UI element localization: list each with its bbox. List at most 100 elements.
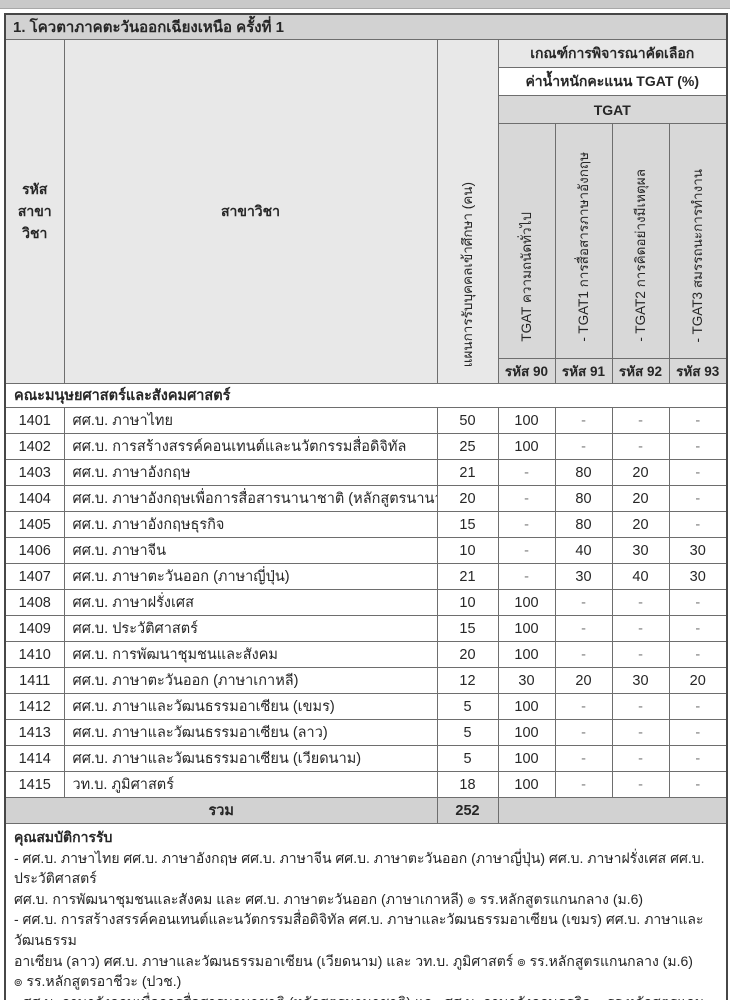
tgat90-cell: 100 [497,407,556,434]
tgat93-cell: - [668,771,728,798]
plan-cell: 25 [436,433,499,460]
total-empty-cell [497,797,728,824]
tgat90-cell: 100 [497,433,556,460]
program-name-cell: ศศ.บ. ภาษาและวัฒนธรรมอาเซียน (เขมร) [63,693,438,720]
header-row-rotated: TGAT ความถนัดทั่วไป - TGAT1 การสื่อสารภา… [5,123,728,359]
header-row-1: รหัส สาขาวิชา สาขาวิชา แผนการรับบุคคลเข้… [4,39,728,384]
total-label: รวม [4,797,438,824]
table-row: 1402 ศศ.บ. การสร้างสรรค์คอนเทนต์และนวัตก… [4,433,728,460]
program-code-cell: 1415 [4,771,65,798]
plan-cell: 15 [436,511,499,538]
col-header-plan-label: แผนการรับบุคคลเข้าศึกษา (คน) [459,181,475,367]
total-plan-value: 252 [436,797,499,824]
col-header-plan: แผนการรับบุคคลเข้าศึกษา (คน) [436,39,499,384]
program-name-cell: ศศ.บ. ภาษาอังกฤษเพื่อการสื่อสารนานาชาติ … [63,485,438,512]
notes-row: คุณสมบัติการรับ - ศศ.บ. ภาษาไทย ศศ.บ. ภา… [4,823,728,1000]
qualifications-line: - ศศ.บ. ภาษาอังกฤษเพื่อการสื่อสารนานาชาต… [14,992,718,1000]
table-title: 1. โควตาภาคตะวันออกเฉียงเหนือ ครั้งที่ 1 [4,13,728,40]
tgat90-cell: - [497,459,556,486]
program-name-cell: ศศ.บ. ภาษาไทย [63,407,438,434]
tgat91-cell: - [554,433,613,460]
qualifications-line: - ศศ.บ. ภาษาไทย ศศ.บ. ภาษาอังกฤษ ศศ.บ. ภ… [14,849,705,887]
tgat-code-91: รหัส 91 [554,358,613,384]
page-top-strip [0,0,730,9]
program-code-cell: 1412 [4,693,65,720]
tgat90-cell: 100 [497,693,556,720]
tgat91-cell: 40 [554,537,613,564]
program-name-cell: ศศ.บ. การสร้างสรรค์คอนเทนต์และนวัตกรรมสื… [63,433,438,460]
qualifications-heading: คุณสมบัติการรับ [14,829,113,845]
qualifications-line: ๏ รร.หลักสูตรอาชีวะ (ปวช.) [14,973,182,990]
header-tgat-weight: ค่าน้ำหนักคะแนน TGAT (%) [497,67,728,96]
tgat92-cell: - [611,719,670,746]
tgat93-cell: 20 [668,667,728,694]
table-row: 1407 ศศ.บ. ภาษาตะวันออก (ภาษาญี่ปุ่น) 21… [4,563,728,590]
qualifications-cell: คุณสมบัติการรับ - ศศ.บ. ภาษาไทย ศศ.บ. ภา… [4,823,728,1000]
program-code-cell: 1408 [4,589,65,616]
tgat92-cell: 20 [611,485,670,512]
tgat90-cell: 100 [497,589,556,616]
table-row: 1409 ศศ.บ. ประวัติศาสตร์ 15 100 - - - [4,615,728,642]
plan-cell: 5 [436,719,499,746]
tgat90-cell: 100 [497,745,556,772]
tgat91-cell: 30 [554,563,613,590]
tgat92-cell: 30 [611,537,670,564]
program-name-cell: ศศ.บ. ภาษาตะวันออก (ภาษาเกาหลี) [63,667,438,694]
tgat92-cell: 20 [611,511,670,538]
tgat93-cell: - [668,407,728,434]
tgat-code-93: รหัส 93 [668,358,728,384]
tgat90-cell: 100 [497,771,556,798]
tgat93-cell: - [668,615,728,642]
program-name-cell: ศศ.บ. ภาษาและวัฒนธรรมอาเซียน (เวียดนาม) [63,745,438,772]
tgat93-cell: - [668,433,728,460]
header-criteria: เกณฑ์การพิจารณาคัดเลือก [497,39,728,68]
table-row: 1413 ศศ.บ. ภาษาและวัฒนธรรมอาเซียน (ลาว) … [4,719,728,746]
quota-table: 1. โควตาภาคตะวันออกเฉียงเหนือ ครั้งที่ 1… [4,13,728,1000]
program-code-cell: 1402 [4,433,65,460]
tgat90-cell: 100 [497,615,556,642]
plan-cell: 21 [436,459,499,486]
tgat91-cell: 80 [554,485,613,512]
tgat93-cell: 30 [668,563,728,590]
tgat90-cell: - [497,537,556,564]
tgat-code-90: รหัส 90 [497,358,556,384]
table-row: 1410 ศศ.บ. การพัฒนาชุมชนและสังคม 20 100 … [4,641,728,668]
tgat92-cell: - [611,771,670,798]
header-row-2: ค่าน้ำหนักคะแนน TGAT (%) [5,67,728,96]
program-name-cell: ศศ.บ. ภาษาอังกฤษธุรกิจ [63,511,438,538]
qualifications-line: อาเซียน (ลาว) ศศ.บ. ภาษาและวัฒนธรรมอาเซี… [14,952,693,969]
col-header-code: รหัส สาขาวิชา [4,39,65,384]
tgat93-cell: - [668,459,728,486]
table-row: 1404 ศศ.บ. ภาษาอังกฤษเพื่อการสื่อสารนานา… [4,485,728,512]
col-header-tgat3: - TGAT3 สมรรถนะการทำงาน [668,123,728,359]
tgat91-cell: 80 [554,511,613,538]
table-row: 1415 วท.บ. ภูมิศาสตร์ 18 100 - - - [4,771,728,798]
tgat91-cell: - [554,693,613,720]
plan-cell: 5 [436,693,499,720]
tgat91-cell: 80 [554,459,613,486]
tgat93-cell: 30 [668,537,728,564]
tgat93-cell: - [668,641,728,668]
tgat91-cell: - [554,745,613,772]
total-row: รวม 252 [4,797,728,824]
tgat93-cell: - [668,693,728,720]
program-name-cell: ศศ.บ. ภาษาอังกฤษ [63,459,438,486]
tgat92-cell: - [611,615,670,642]
program-name-cell: ศศ.บ. ภาษาจีน [63,537,438,564]
plan-cell: 10 [436,537,499,564]
program-code-cell: 1406 [4,537,65,564]
qualifications-line: - ศศ.บ. การสร้างสรรค์คอนเทนต์และนวัตกรรม… [14,911,704,948]
table-title-row: 1. โควตาภาคตะวันออกเฉียงเหนือ ครั้งที่ 1 [4,13,728,40]
program-code-cell: 1403 [4,459,65,486]
program-code-cell: 1401 [4,407,65,434]
program-name-cell: วท.บ. ภูมิศาสตร์ [63,771,438,798]
program-code-cell: 1409 [4,615,65,642]
tgat91-cell: - [554,719,613,746]
tgat90-cell: 100 [497,719,556,746]
tgat93-cell: - [668,511,728,538]
tgat90-cell: 100 [497,641,556,668]
program-name-cell: ศศ.บ. ภาษาฝรั่งเศส [63,589,438,616]
col-header-tgat: TGAT ความถนัดทั่วไป [497,123,556,359]
plan-cell: 20 [436,485,499,512]
plan-cell: 5 [436,745,499,772]
